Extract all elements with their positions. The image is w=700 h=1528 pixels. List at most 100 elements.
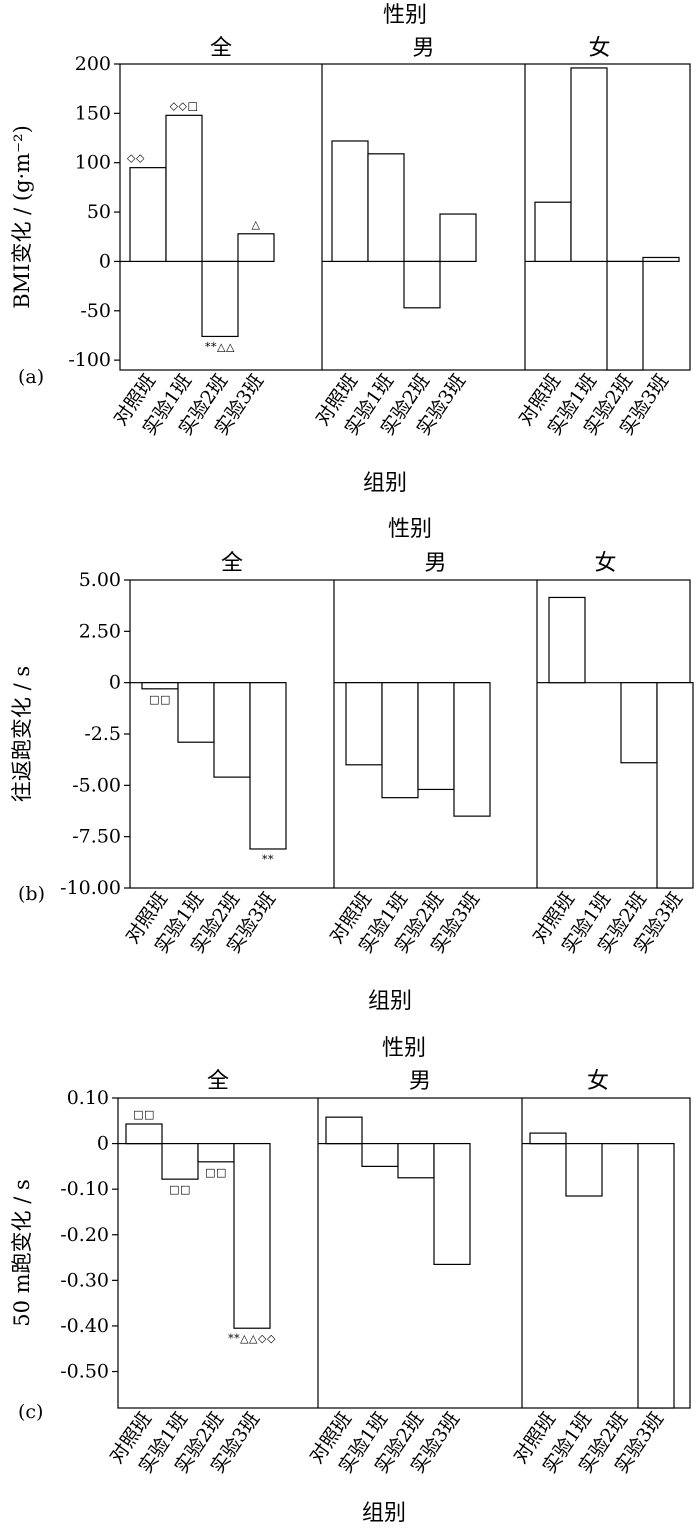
x-axis-title: 组别 bbox=[363, 471, 407, 496]
bar bbox=[403, 260, 441, 309]
significance-marker: ** bbox=[262, 853, 274, 866]
bar bbox=[161, 1142, 199, 1180]
y-tick-label: -10.00 bbox=[60, 877, 121, 899]
y-tick-label: -0.20 bbox=[60, 1224, 109, 1246]
facet-super-title: 性别 bbox=[382, 1036, 426, 1061]
bar bbox=[606, 260, 644, 371]
bar bbox=[233, 1142, 271, 1329]
significance-marker: ◇◇ bbox=[127, 152, 145, 165]
x-axis-title: 组别 bbox=[368, 989, 412, 1014]
bar bbox=[417, 682, 455, 791]
y-axis-label: 50 m跑变化 / s bbox=[10, 1179, 34, 1327]
plot-frame bbox=[119, 63, 691, 371]
bar bbox=[165, 114, 203, 263]
bar bbox=[249, 682, 287, 850]
bar bbox=[197, 1142, 235, 1163]
facet-title: 女 bbox=[588, 36, 610, 61]
bar bbox=[367, 153, 405, 263]
bar bbox=[201, 260, 239, 338]
bar bbox=[129, 167, 167, 263]
y-tick-label: -5.00 bbox=[72, 774, 121, 796]
facet-super-title: 性别 bbox=[383, 3, 427, 28]
y-axis-label: BMI变化 / (g·m⁻²) bbox=[10, 125, 34, 309]
y-tick-label: -50 bbox=[80, 300, 111, 322]
y-tick-label: -0.10 bbox=[60, 1178, 109, 1200]
y-tick-label: 150 bbox=[75, 102, 111, 124]
y-tick-label: -100 bbox=[68, 349, 111, 371]
significance-marker: **△△ bbox=[205, 340, 235, 353]
y-axis-label: 往返跑变化 / s bbox=[10, 666, 34, 802]
significance-marker: □□ bbox=[205, 1166, 227, 1179]
bar bbox=[642, 256, 680, 263]
y-tick-label: 100 bbox=[75, 152, 111, 174]
facet-title: 男 bbox=[412, 36, 434, 61]
x-axis-title: 组别 bbox=[362, 1501, 406, 1526]
panel-tag: (b) bbox=[18, 883, 45, 905]
bar bbox=[213, 682, 251, 778]
bar bbox=[381, 682, 419, 799]
facet-title: 全 bbox=[210, 36, 232, 61]
chart-panel-b: 性别 5.00 2.50 0 -2.5 -5.00 -7.50 -10.00 往返跑变化 / s… bbox=[10, 517, 694, 1014]
bar bbox=[361, 1142, 399, 1167]
facet-title: 全 bbox=[221, 551, 243, 576]
bar bbox=[325, 1116, 363, 1145]
chart-panel-a: 性别 200 150 100 50 0 -50 -100 BMI变化 / (g·m⁻²) (a) 全… bbox=[10, 3, 691, 496]
plot-frame bbox=[117, 1097, 691, 1409]
facet-title: 全 bbox=[207, 1069, 229, 1094]
y-tick-label: 0 bbox=[109, 672, 121, 694]
bar bbox=[529, 1132, 567, 1145]
panel-tag: (c) bbox=[18, 1401, 43, 1423]
significance-marker: ◇◇□ bbox=[170, 99, 199, 112]
bar bbox=[433, 1142, 471, 1265]
bar bbox=[177, 682, 215, 743]
facet-0: 全◇◇对照班◇◇□实验1班**△△实验2班△实验3班 bbox=[109, 36, 275, 439]
significance-marker: □□ bbox=[133, 1108, 155, 1121]
y-tick-label: -2.5 bbox=[84, 723, 121, 745]
facet-title: 男 bbox=[424, 551, 446, 576]
bar bbox=[125, 1123, 163, 1145]
facet-title: 男 bbox=[409, 1069, 431, 1094]
bar bbox=[331, 140, 369, 263]
bar bbox=[570, 67, 608, 263]
bar bbox=[534, 201, 572, 263]
significance-marker: △ bbox=[252, 218, 261, 231]
bar bbox=[453, 682, 491, 817]
bar bbox=[439, 213, 477, 263]
facet-title: 女 bbox=[587, 1069, 609, 1094]
bar bbox=[141, 682, 179, 690]
facet-super-title: 性别 bbox=[388, 517, 432, 542]
significance-marker: □□ bbox=[169, 1183, 191, 1196]
bar bbox=[656, 682, 694, 889]
bar bbox=[237, 233, 275, 263]
y-tick-label: 0.10 bbox=[67, 1087, 109, 1109]
y-tick-label: 2.50 bbox=[79, 620, 121, 642]
chart-panel-c: 性别 0.10 0 -0.10 -0.20 -0.30 -0.40 -0.50 50 m跑变化 … bbox=[10, 1036, 691, 1526]
bar bbox=[345, 682, 383, 766]
y-tick-label: -0.30 bbox=[60, 1269, 109, 1291]
y-tick-label: 200 bbox=[75, 53, 111, 75]
y-tick-label: 0 bbox=[99, 250, 111, 272]
facet-0: 全□□对照班□□实验1班□□实验2班**△△◇◇实验3班 bbox=[105, 1069, 276, 1477]
y-tick-label: 50 bbox=[87, 201, 111, 223]
bar bbox=[397, 1142, 435, 1179]
bar bbox=[548, 596, 586, 684]
y-tick-label: -0.50 bbox=[60, 1361, 109, 1383]
bar bbox=[620, 682, 658, 764]
bar bbox=[565, 1142, 603, 1197]
panel-tag: (a) bbox=[18, 366, 44, 388]
significance-marker: **△△◇◇ bbox=[228, 1332, 276, 1345]
significance-marker: □□ bbox=[149, 693, 171, 706]
y-tick-label: 0 bbox=[97, 1133, 109, 1155]
bar bbox=[637, 1142, 675, 1409]
y-tick-label: -7.50 bbox=[72, 826, 121, 848]
y-tick-label: -0.40 bbox=[60, 1315, 109, 1337]
facet-title: 女 bbox=[594, 551, 616, 576]
